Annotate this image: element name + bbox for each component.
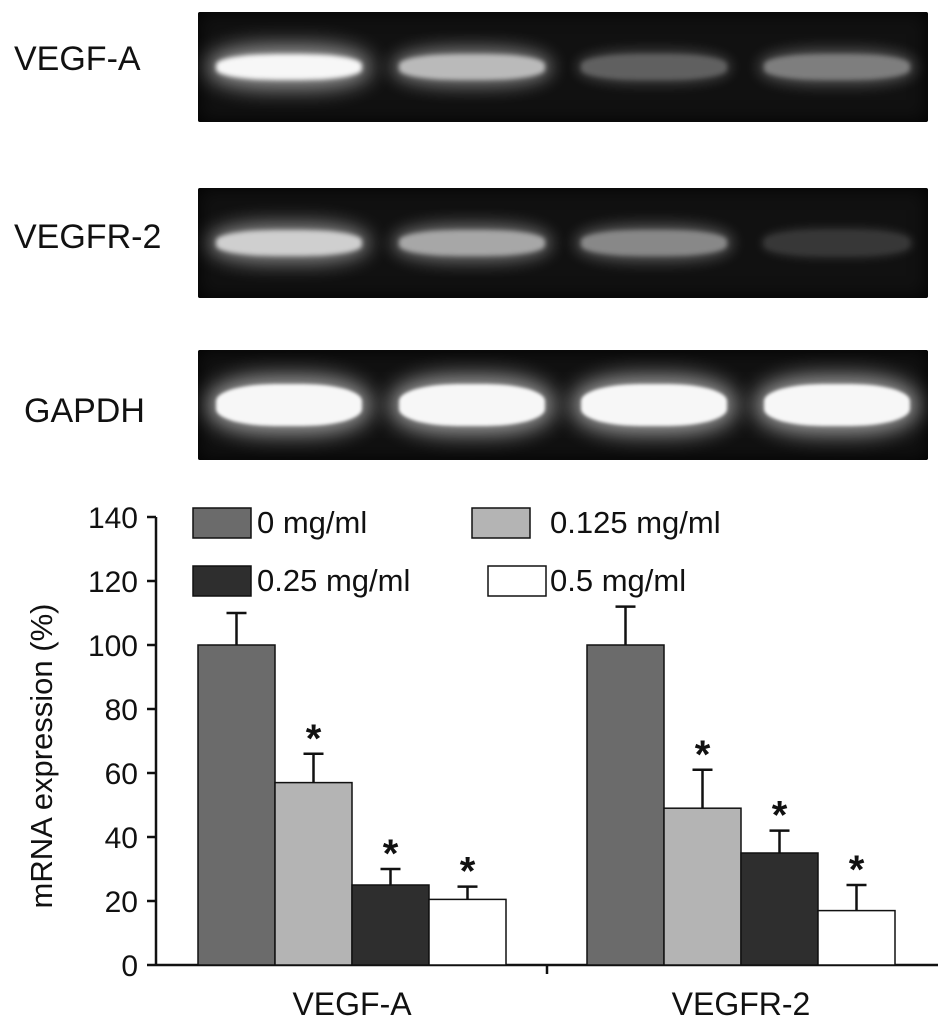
gel-band bbox=[581, 54, 728, 80]
gel-band bbox=[216, 54, 363, 80]
legend-swatch bbox=[192, 507, 252, 539]
gel-band bbox=[398, 384, 545, 426]
y-tick-label: 0 bbox=[121, 950, 138, 983]
gel-label-vegfr2: VEGFR-2 bbox=[14, 218, 162, 256]
legend-label: 0.25 mg/ml bbox=[257, 563, 410, 598]
y-tick-label: 20 bbox=[105, 886, 138, 919]
chart-bars: * * * * * * bbox=[197, 605, 896, 966]
legend-label: 0.5 mg/ml bbox=[550, 563, 686, 598]
gel-label-gapdh: GAPDH bbox=[24, 392, 145, 430]
bar bbox=[197, 644, 276, 966]
bar bbox=[351, 884, 430, 966]
bar bbox=[817, 909, 896, 966]
gel-band-row-vegfa bbox=[198, 12, 928, 122]
y-tick-label: 60 bbox=[105, 758, 138, 791]
gel-band bbox=[763, 230, 910, 256]
legend-label: 0.125 mg/ml bbox=[550, 505, 721, 540]
gel-band bbox=[398, 230, 545, 256]
bar bbox=[586, 644, 665, 966]
y-tick-label: 120 bbox=[88, 566, 138, 599]
significance-star: * bbox=[695, 733, 711, 777]
gel-band-row-vegfr2 bbox=[198, 188, 928, 298]
y-tick-label: 80 bbox=[105, 694, 138, 727]
gel-band bbox=[763, 384, 910, 426]
gel-band bbox=[216, 384, 363, 426]
y-tick-label: 100 bbox=[88, 630, 138, 663]
bar bbox=[274, 781, 353, 966]
legend-swatch bbox=[487, 565, 547, 597]
significance-star: * bbox=[383, 832, 399, 876]
bar bbox=[428, 898, 507, 966]
y-tick-label: 40 bbox=[105, 822, 138, 855]
significance-star: * bbox=[772, 794, 788, 838]
significance-star: * bbox=[849, 848, 865, 892]
gel-band bbox=[581, 230, 728, 256]
x-category-label: VEGFR-2 bbox=[672, 986, 811, 1022]
y-axis-label: mRNA expression (%) bbox=[24, 604, 59, 909]
significance-star: * bbox=[306, 717, 322, 761]
gel-band bbox=[763, 54, 910, 80]
gel-band bbox=[398, 54, 545, 80]
gel-label-vegfa: VEGF-A bbox=[14, 40, 141, 78]
y-tick-label: 140 bbox=[88, 502, 138, 535]
x-category-label: VEGF-A bbox=[292, 986, 412, 1022]
chart-axes: 0 20 40 60 80 100 120 140 VEGF-A VEGFR-2 bbox=[88, 502, 938, 1022]
legend-swatch bbox=[471, 507, 531, 539]
significance-star: * bbox=[460, 850, 476, 894]
legend-swatch bbox=[192, 565, 252, 597]
bar bbox=[740, 852, 819, 966]
gel-band bbox=[216, 230, 363, 256]
legend-label: 0 mg/ml bbox=[257, 505, 367, 540]
chart-legend: 0 mg/ml 0.125 mg/ml 0.25 mg/ml 0.5 mg/ml bbox=[192, 505, 721, 598]
gel-band bbox=[581, 384, 728, 426]
bar bbox=[663, 807, 742, 966]
gel-band-row-gapdh bbox=[198, 350, 928, 460]
